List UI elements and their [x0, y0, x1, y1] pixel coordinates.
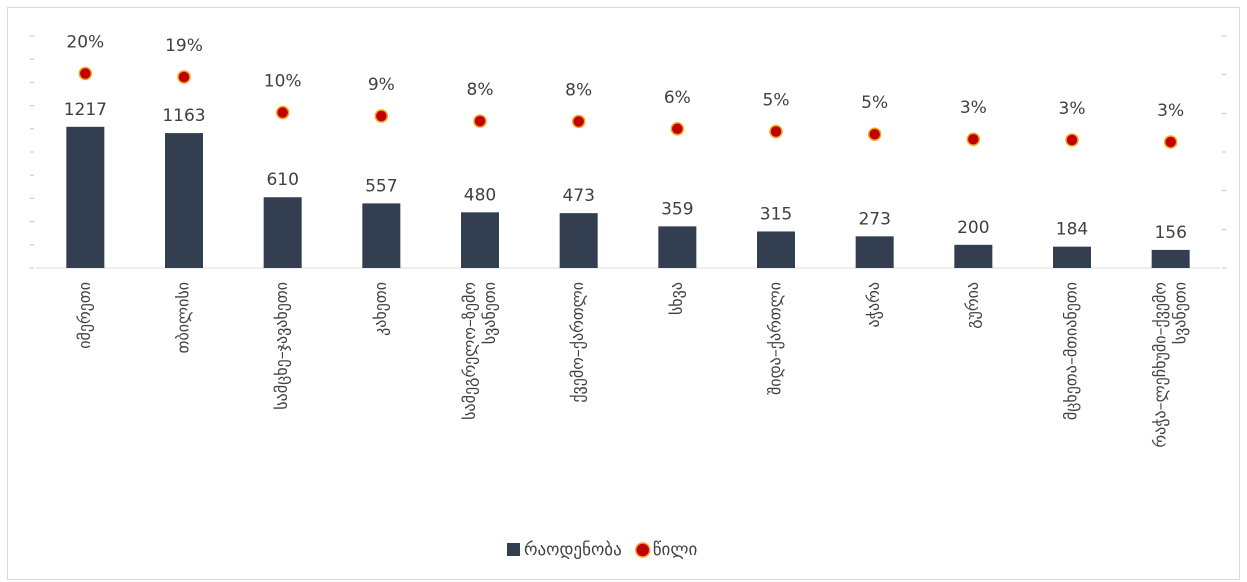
dot — [670, 122, 685, 136]
dot — [473, 114, 487, 128]
dot — [1065, 133, 1079, 147]
bar-value-label: 184 — [1056, 220, 1088, 240]
x-tick-label: გურია — [963, 282, 982, 329]
x-tick-label: აჭარა — [864, 282, 883, 327]
bar-value-label: 1217 — [64, 100, 107, 120]
dot-value-label: 8% — [467, 80, 494, 100]
dot — [177, 70, 191, 84]
bar — [757, 231, 795, 268]
bar-value-label: 359 — [661, 199, 693, 219]
bar — [165, 133, 203, 268]
dot-value-label: 6% — [664, 88, 691, 108]
dot-value-label: 3% — [1059, 99, 1086, 119]
x-tick-label: თბილისი — [174, 282, 193, 353]
x-tick-label: სამცხე–ჯავახეთი — [272, 282, 291, 410]
bar — [954, 244, 993, 268]
dot-value-label: 19% — [165, 36, 203, 56]
bar-value-label: 315 — [760, 204, 792, 224]
bar — [263, 197, 302, 268]
bar-value-label: 473 — [562, 186, 594, 206]
x-tick-label: რაჭა–ლეჩხუმი–ქვემოსვანეთი — [1150, 282, 1189, 448]
bar — [362, 203, 401, 268]
bar-value-label: 1163 — [162, 106, 205, 126]
bar — [855, 236, 894, 268]
dot-value-label: 20% — [66, 33, 104, 53]
bar-value-label: 557 — [365, 176, 397, 196]
bar — [559, 213, 598, 268]
dot — [769, 124, 783, 139]
dot-value-label: 5% — [763, 91, 790, 111]
dot — [571, 114, 586, 129]
bar-value-label: 156 — [1154, 223, 1186, 243]
bar-value-label: 610 — [266, 170, 298, 190]
x-tick-label: კახეთი — [371, 282, 390, 336]
dot-value-label: 3% — [1157, 101, 1184, 121]
dot-value-label: 10% — [264, 72, 302, 92]
x-tick-label: იმერეთი — [75, 282, 94, 349]
dot-value-label: 8% — [565, 80, 592, 100]
x-tick-label: მცხეთა–მთიანეთი — [1062, 282, 1081, 420]
legend-label: წილი — [653, 540, 698, 560]
dot — [275, 105, 290, 120]
bar — [1151, 249, 1190, 268]
bar — [1053, 246, 1091, 268]
legend-swatch — [507, 543, 520, 556]
dot — [867, 127, 882, 141]
x-tick-label: სხვა — [667, 282, 686, 315]
dot — [374, 109, 389, 123]
x-tick-label: სამეგრელო–ზემოსვანეთი — [460, 282, 499, 420]
dot-value-label: 5% — [861, 93, 888, 113]
x-tick-label: შიდა–ქართლი — [766, 282, 785, 395]
chart-border — [7, 7, 1240, 580]
bar-value-label: 480 — [464, 185, 496, 205]
dot-value-label: 3% — [960, 98, 987, 118]
bar — [461, 212, 499, 268]
bar-value-label: 273 — [858, 209, 890, 229]
bar — [658, 226, 697, 268]
dot — [966, 132, 981, 146]
legend-label: რაოდენობა — [524, 540, 622, 560]
legend-swatch — [635, 542, 651, 558]
dot — [78, 66, 93, 81]
bar — [66, 126, 105, 268]
x-tick-label: ქვემო–ქართლი — [568, 282, 587, 403]
bar-value-label: 200 — [957, 218, 989, 238]
dot — [1163, 135, 1178, 149]
dot-value-label: 9% — [368, 75, 395, 95]
